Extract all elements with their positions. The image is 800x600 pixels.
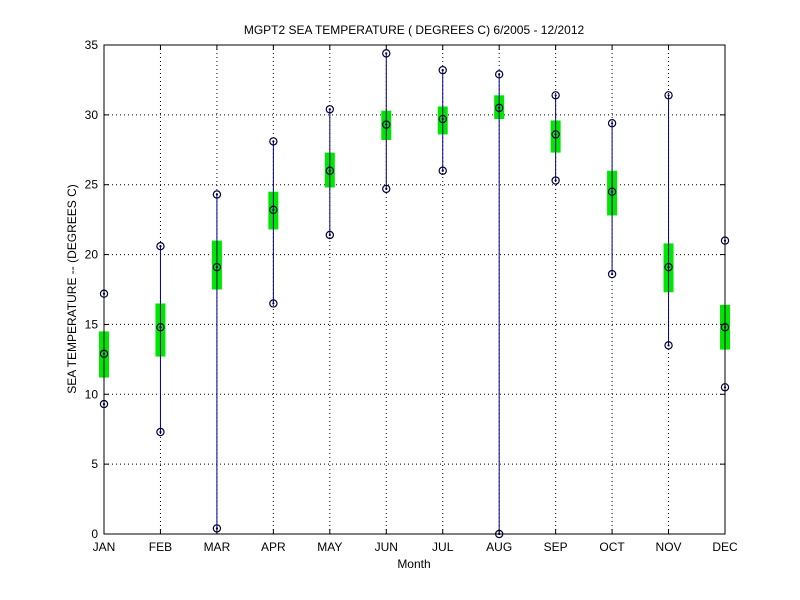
x-tick-label: MAR [204, 540, 231, 554]
mean-marker-dot [667, 266, 670, 269]
max-marker-dot [610, 122, 614, 125]
mean-marker-dot [441, 117, 444, 121]
mean-marker [212, 262, 222, 272]
x-tick-label: OCT [599, 540, 625, 554]
y-tick-label: 0 [91, 527, 98, 541]
min-marker-dot [385, 187, 388, 191]
y-axis-ticks: 0 5 10 15 20 25 30 35 [85, 38, 725, 541]
mean-marker-dot [159, 326, 162, 329]
min-marker-dot [159, 430, 162, 434]
max-marker [269, 137, 278, 146]
mean-marker-dot [328, 169, 331, 172]
max-marker-dot [498, 73, 501, 76]
mean-marker [607, 187, 617, 196]
max-marker-dot [385, 52, 388, 55]
max-marker-dot [159, 245, 162, 248]
min-marker [382, 184, 391, 194]
min-marker [438, 166, 447, 175]
x-axis-ticks: JAN FEB MAR APR MAY JUN JUL AUG SEP OCT NOV DEC [93, 45, 738, 554]
x-axis-label: Month [397, 557, 430, 571]
mean-marker [551, 130, 560, 139]
max-marker-dot [554, 94, 557, 97]
min-marker-dot [554, 179, 557, 182]
max-marker-dot [272, 140, 275, 143]
max-marker [494, 70, 504, 79]
max-marker-dot [215, 193, 219, 196]
min-marker-dot [610, 273, 614, 276]
min-marker-dot [272, 302, 275, 305]
min-marker [269, 299, 278, 308]
min-marker-dot [667, 344, 670, 347]
min-marker [156, 427, 165, 437]
chart-title: MGPT2 SEA TEMPERATURE ( DEGREES C) 6/200… [244, 23, 585, 37]
y-tick-label: 15 [85, 317, 99, 331]
x-tick-label: DEC [712, 540, 738, 554]
min-marker-dot [328, 233, 331, 237]
mean-marker [325, 166, 335, 175]
mean-marker-dot [385, 123, 388, 126]
mean-marker-dot [610, 190, 614, 193]
min-marker-dot [215, 527, 219, 530]
x-tick-label: AUG [486, 540, 512, 554]
x-tick-label: NOV [656, 540, 682, 554]
mean-marker [156, 323, 165, 332]
mean-marker [382, 120, 391, 129]
max-marker [212, 190, 222, 199]
max-marker [551, 91, 560, 100]
plot-area [104, 45, 725, 534]
max-marker [607, 119, 617, 128]
y-tick-label: 35 [85, 38, 99, 52]
max-marker [156, 241, 165, 251]
x-tick-label: APR [261, 540, 286, 554]
x-tick-label: JAN [93, 540, 116, 554]
max-marker [325, 105, 335, 114]
mean-marker [664, 262, 673, 272]
x-tick-label: MAY [317, 540, 342, 554]
max-marker-dot [441, 69, 444, 72]
mean-marker [269, 205, 278, 215]
mean-marker-dot [498, 106, 501, 109]
y-tick-label: 20 [85, 248, 99, 262]
mean-marker [494, 103, 504, 113]
x-tick-label: FEB [149, 540, 172, 554]
y-axis-label: SEA TEMPERATURE -- (DEGREES C) [65, 184, 79, 394]
y-tick-label: 5 [91, 457, 98, 471]
plot-frame [103, 44, 726, 535]
min-marker [607, 269, 617, 279]
mean-marker-dot [272, 208, 275, 211]
x-tick-label: JUL [432, 540, 454, 554]
min-marker [664, 341, 673, 350]
mean-marker-dot [554, 133, 557, 136]
x-tick-label: JUN [375, 540, 398, 554]
min-marker [325, 230, 335, 240]
min-marker-dot [441, 169, 444, 172]
y-tick-label: 30 [85, 108, 99, 122]
max-marker [664, 91, 673, 100]
mean-marker [438, 114, 447, 124]
mean-marker-dot [215, 266, 219, 269]
max-marker [438, 65, 447, 75]
y-tick-label: 10 [85, 387, 99, 401]
max-marker-dot [328, 108, 331, 111]
y-tick-label: 25 [85, 178, 99, 192]
x-tick-label: SEP [544, 540, 568, 554]
max-marker-dot [667, 94, 670, 97]
min-marker [551, 176, 560, 185]
